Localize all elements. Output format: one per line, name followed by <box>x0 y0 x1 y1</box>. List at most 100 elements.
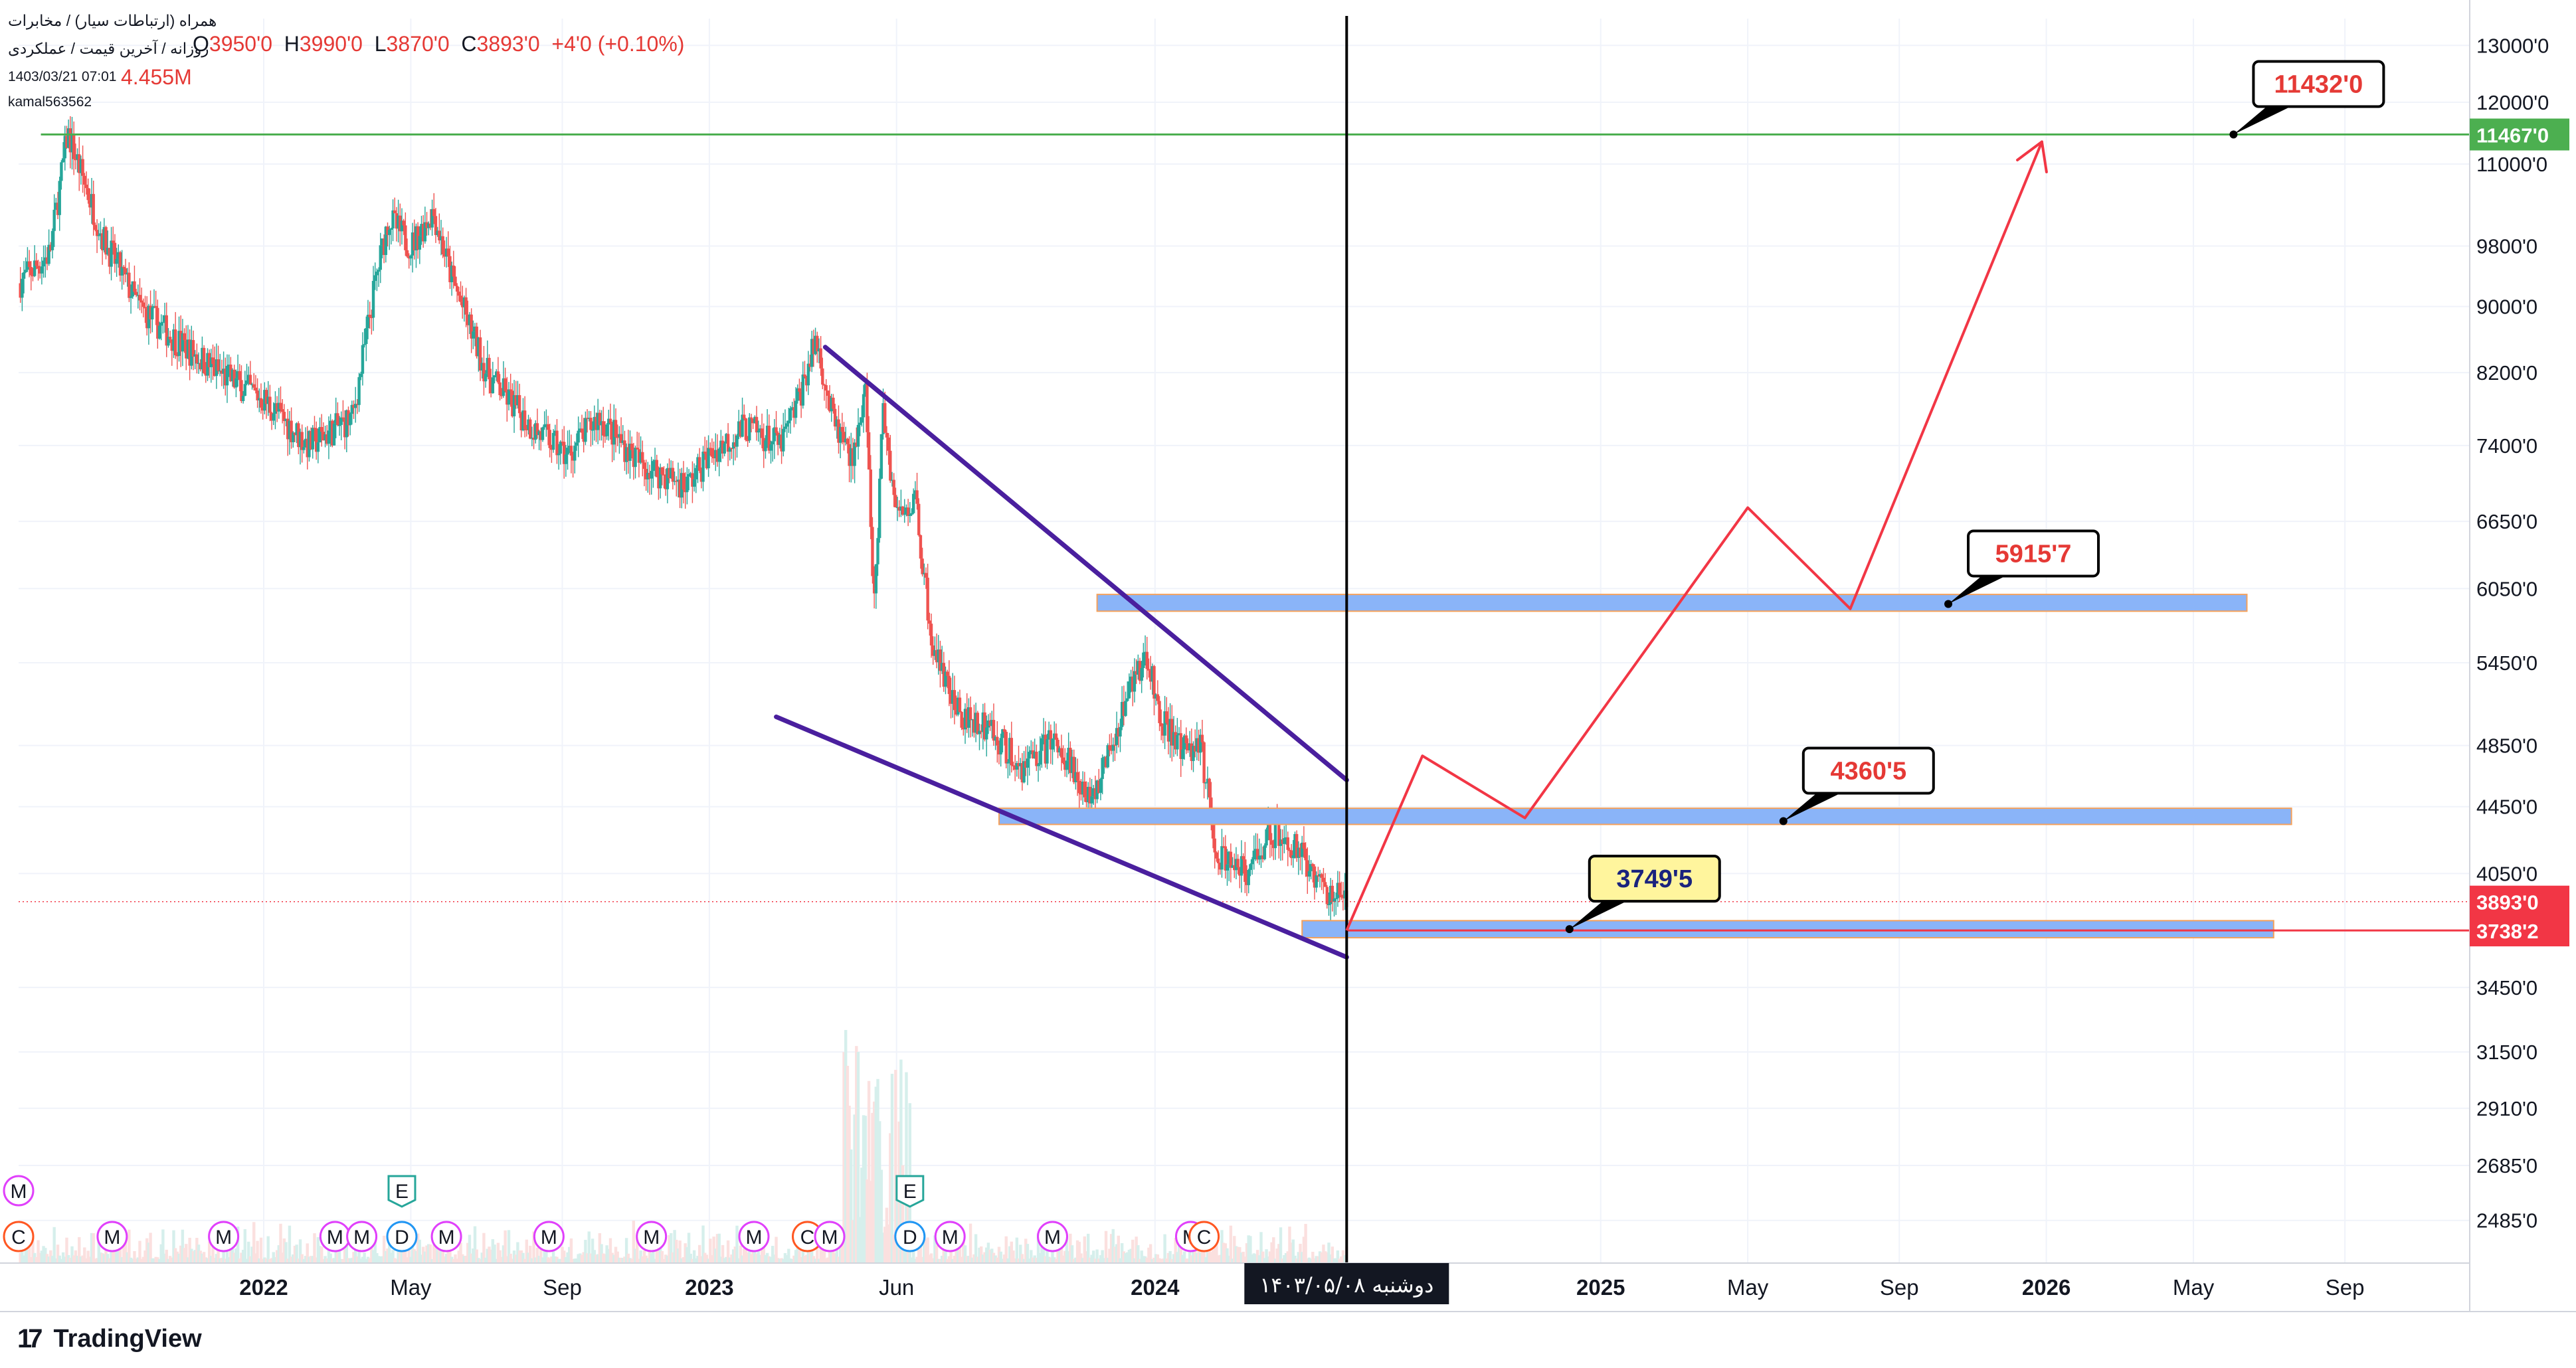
volume-bar <box>1204 1257 1208 1263</box>
event-markers[interactable]: MCMMMMEDMMMMCMEDMMMC <box>3 1175 1220 1252</box>
candle-body <box>534 423 537 440</box>
volume-bar <box>892 1235 895 1263</box>
candle-body <box>1085 797 1088 803</box>
volume-bar <box>619 1258 623 1263</box>
candle-body <box>1261 855 1265 859</box>
candle-body <box>322 432 325 441</box>
zone-rect-1 <box>998 808 2292 825</box>
candle-body <box>614 420 618 438</box>
volume-bar <box>979 1246 983 1263</box>
volume-bar <box>430 1258 434 1263</box>
volume-bar <box>894 1070 897 1263</box>
volume-bar <box>516 1242 519 1263</box>
candle-body <box>462 297 466 307</box>
projection-arrowhead-1 <box>2016 140 2043 161</box>
volume-bar <box>1143 1256 1147 1263</box>
candle-body <box>1106 745 1109 768</box>
axes[interactable]: 13000'012000'011000'09800'09000'08200'07… <box>0 0 2576 1312</box>
candle-body <box>551 432 555 450</box>
volume-bar <box>66 1254 70 1263</box>
volume-bar <box>559 1258 563 1263</box>
volume-bar <box>777 1258 780 1263</box>
candle-body <box>850 448 853 466</box>
y-tick-label: 9000'0 <box>2476 296 2537 319</box>
candle-body <box>1216 858 1220 863</box>
candle-body <box>746 440 749 442</box>
ohlc-high-key: H <box>284 32 300 56</box>
candle-body <box>1170 719 1174 746</box>
volume-bar <box>1250 1254 1254 1263</box>
candle-body <box>432 209 436 216</box>
candle-body <box>935 649 939 663</box>
volume-bar <box>1242 1251 1245 1263</box>
candle-body <box>280 409 284 412</box>
volume-bar <box>227 1257 230 1263</box>
candle-body <box>395 213 399 229</box>
volume-bar <box>579 1253 582 1263</box>
y-tick-label: 3450'0 <box>2476 976 2537 999</box>
volume-bar <box>259 1237 263 1263</box>
candle-body <box>1108 745 1111 750</box>
volume-bar <box>39 1252 42 1263</box>
volume-bar <box>1067 1251 1070 1263</box>
volume-bar <box>650 1253 653 1263</box>
volume-bar <box>1020 1254 1024 1263</box>
candle-body <box>225 365 229 386</box>
volume-bar <box>379 1256 382 1263</box>
volume-bar <box>832 1246 835 1263</box>
volume-bar <box>506 1256 509 1263</box>
symbol-title[interactable]: همراه (ارتباطات سیار) / مخابرات <box>8 12 217 29</box>
volume-bar <box>288 1225 292 1263</box>
volume-bar <box>78 1237 81 1263</box>
volume-bar <box>1006 1258 1010 1263</box>
volume-bar <box>193 1250 197 1263</box>
candle-body <box>81 159 84 176</box>
volume-bar <box>835 1248 838 1263</box>
volume-bar <box>1115 1244 1119 1263</box>
volume-bar <box>775 1237 778 1263</box>
candle-body <box>947 675 951 695</box>
event-badge <box>894 1221 926 1252</box>
x-tick-label: Sep <box>2326 1275 2365 1300</box>
volume-bar <box>348 1258 352 1263</box>
candle-body <box>325 434 329 444</box>
candle-body <box>666 468 670 489</box>
candle-body <box>548 430 551 448</box>
candle-body <box>420 224 423 236</box>
volume-bar <box>575 1258 579 1263</box>
volume-bar <box>1281 1258 1284 1263</box>
event-label: M <box>1044 1227 1061 1248</box>
volume-bar <box>459 1242 462 1263</box>
event-marker-M: M <box>319 1221 351 1252</box>
volume-bar <box>517 1250 521 1263</box>
candle-body <box>297 423 300 448</box>
volume-bar <box>855 1046 858 1263</box>
volume-bar <box>179 1245 183 1263</box>
volume-bar <box>1072 1258 1075 1263</box>
candle-body <box>1069 748 1072 774</box>
volume-bar <box>375 1252 379 1263</box>
volume-bar <box>1184 1258 1188 1263</box>
y-tick-label: 2910'0 <box>2476 1097 2537 1120</box>
volume-bar <box>1309 1258 1313 1263</box>
candle-body <box>1301 842 1304 857</box>
candle-body <box>173 329 177 355</box>
volume-bar <box>707 1258 710 1263</box>
candle-body <box>373 275 377 282</box>
volume-bar <box>384 1250 388 1263</box>
candle-body <box>76 154 79 160</box>
volume-bar <box>806 1248 810 1263</box>
candle-body <box>999 738 1002 755</box>
candles[interactable] <box>19 116 1348 921</box>
candle-body <box>88 200 92 208</box>
volume-bar <box>1218 1254 1222 1263</box>
y-tick-label: 3150'0 <box>2476 1041 2537 1064</box>
candle-body <box>92 194 95 225</box>
volume-bar <box>454 1254 457 1263</box>
tradingview-logo[interactable]: 17 TradingView <box>17 1324 202 1354</box>
candle-body <box>371 281 375 318</box>
candle-body <box>607 418 610 425</box>
volume-bar <box>455 1258 459 1263</box>
